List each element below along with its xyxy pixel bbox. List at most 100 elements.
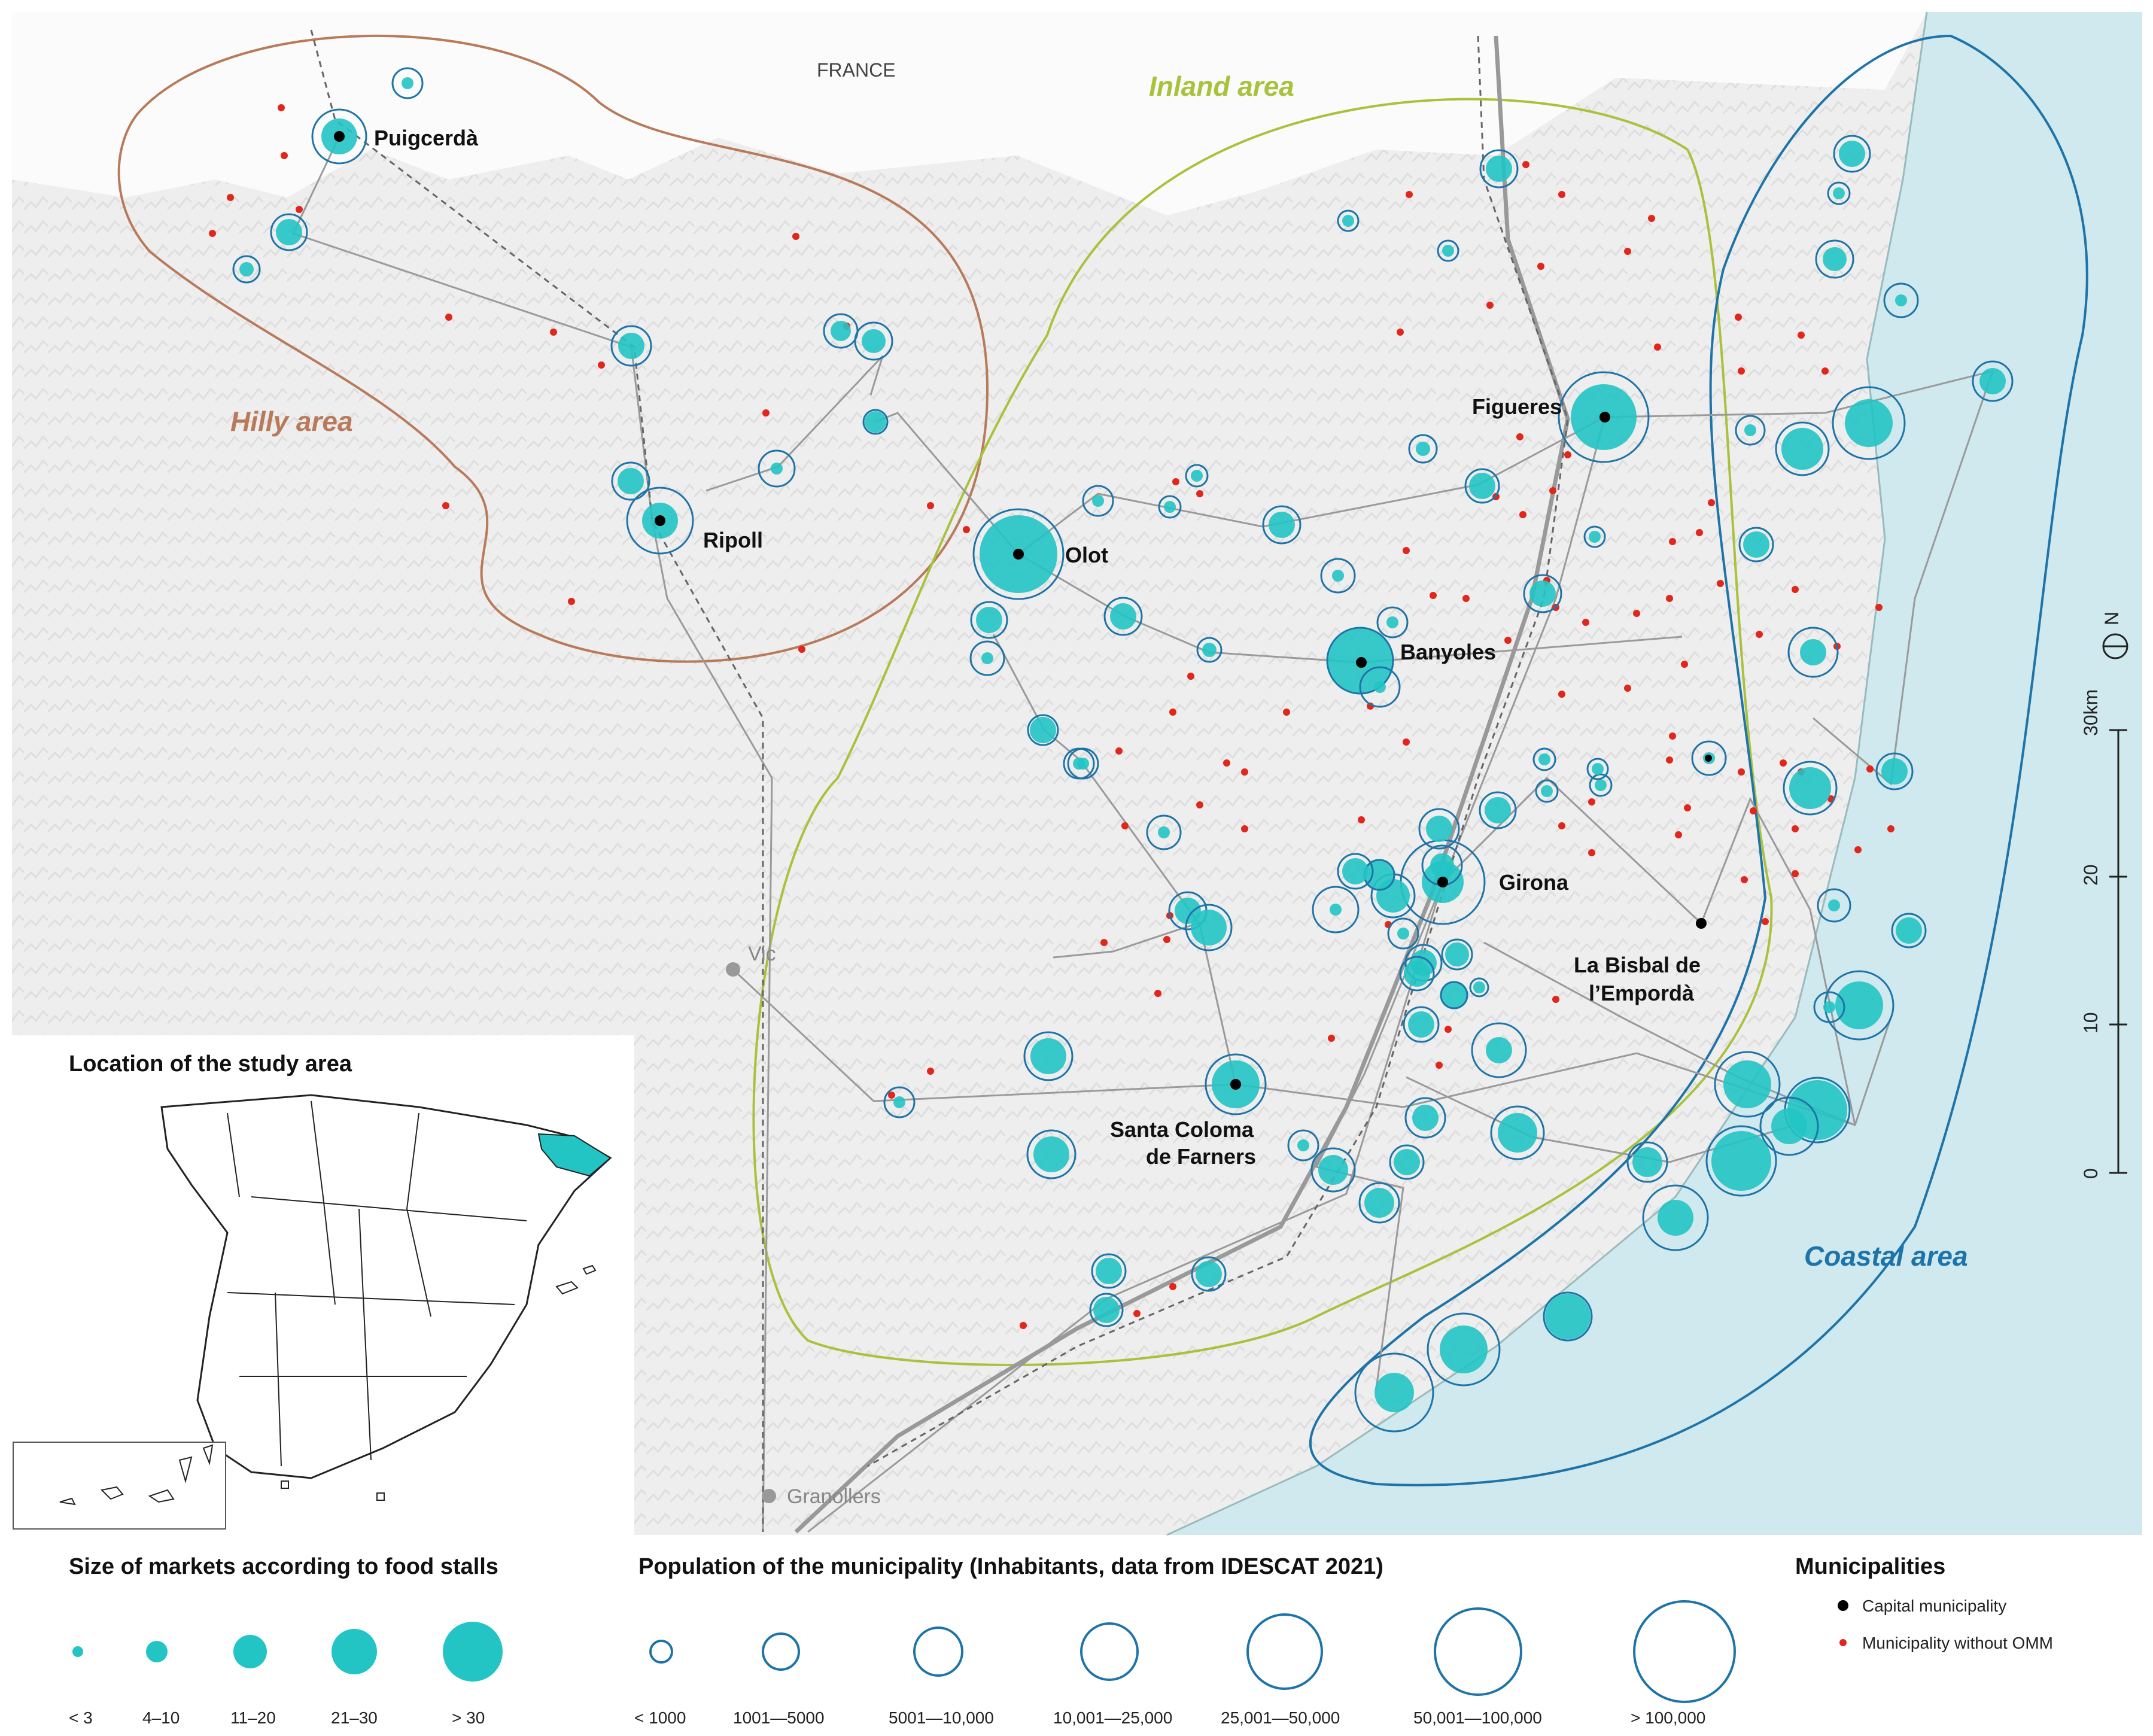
capital-dot-la-bisbal	[1696, 918, 1707, 929]
population-ring-94	[1091, 1253, 1127, 1289]
market-fill-40	[1781, 428, 1823, 470]
population-ring-85	[1418, 808, 1460, 850]
city-label-santa-coloma-2: de Farners	[1146, 1144, 1256, 1169]
no-omm-dot-19	[1648, 215, 1655, 222]
population-ring-8	[611, 461, 650, 501]
population-ring-18	[969, 640, 1005, 676]
no-omm-dot-28	[1564, 451, 1571, 458]
catalonia-highlight	[537, 1133, 612, 1177]
road-6	[1442, 776, 1856, 1126]
no-omm-dot-80	[1875, 604, 1883, 611]
hilly-area-label: Hilly area	[230, 406, 353, 437]
population-ring-71	[1387, 917, 1419, 950]
legend-population-title: Population of the municipality (Inhabita…	[638, 1554, 1383, 1579]
population-ring-29	[1408, 434, 1438, 464]
no-omm-dot-51	[1552, 996, 1559, 1003]
population-ring-53	[1759, 1096, 1819, 1156]
population-ring-17	[970, 601, 1008, 639]
market-fill-63	[1473, 981, 1485, 993]
population-ring-40	[1775, 421, 1830, 476]
population-ring-62	[1440, 981, 1468, 1010]
market-fill-78	[1297, 1139, 1309, 1151]
legend-market-3: 11–20	[230, 1708, 276, 1727]
no-omm-dot-11	[442, 502, 449, 509]
no-omm-dot-31	[1519, 511, 1526, 518]
population-ring-83	[1586, 758, 1609, 780]
market-fill-21	[1110, 603, 1136, 630]
no-omm-dot-75	[1669, 538, 1676, 545]
legend-no-omm-dot	[1839, 1639, 1847, 1646]
market-fill-47	[1828, 899, 1840, 911]
no-omm-dot-27	[1516, 433, 1523, 440]
no-omm-dot-49	[1445, 1026, 1452, 1033]
no-omm-dot-15	[963, 526, 970, 533]
legend-population-rings	[649, 1600, 1736, 1703]
no-omm-dot-33	[1403, 547, 1410, 554]
population-ring-51	[1714, 1051, 1781, 1118]
population-ring-1	[311, 108, 367, 165]
city-label-la-bisbal-1: La Bisbal de	[1574, 953, 1701, 977]
market-fill-77	[1318, 1155, 1348, 1185]
no-omm-dot-48	[1328, 1035, 1335, 1042]
market-fill-41	[1744, 424, 1756, 436]
market-fill-3	[239, 262, 254, 276]
scale-tick-10: 10	[2080, 1012, 2102, 1033]
no-omm-dot-57	[1681, 661, 1688, 668]
market-fill-72	[1404, 960, 1430, 987]
population-ring-92	[1026, 1129, 1076, 1179]
population-ring-9	[758, 449, 796, 488]
market-fill-54	[1711, 1131, 1771, 1191]
legend-market-2: 4–10	[142, 1708, 180, 1727]
no-omm-dot-8	[762, 409, 770, 416]
city-label-santa-coloma-1: Santa Coloma	[1110, 1117, 1254, 1142]
no-omm-dot-25	[1654, 343, 1661, 351]
scale-label-30km: 30km	[2080, 689, 2102, 736]
market-fill-15	[1269, 512, 1295, 538]
market-fill-38	[1979, 368, 2006, 394]
market-fill-50	[1823, 1001, 1835, 1013]
legend: Size of markets according to food stalls…	[69, 1554, 2053, 1727]
capital-dot-banyoles	[1356, 657, 1367, 668]
population-ring-54	[1705, 1125, 1777, 1197]
no-omm-dot-98	[1283, 709, 1290, 716]
market-fill-94	[1096, 1258, 1122, 1284]
market-fill-95	[1093, 1297, 1120, 1323]
market-fill-90	[1073, 758, 1085, 770]
no-omm-dot-66	[1854, 846, 1862, 853]
inset-location-map: Location of the study area	[12, 1035, 634, 1535]
population-ring-59	[1490, 1105, 1545, 1160]
ceuta-marker	[281, 1480, 289, 1489]
legend-municipalities-title: Municipalities	[1795, 1554, 1945, 1579]
market-fill-42	[1743, 531, 1769, 558]
capital-dot-ripoll	[655, 515, 665, 526]
no-omm-dot-97	[1169, 709, 1176, 716]
no-omm-dot-16	[1522, 161, 1529, 168]
no-omm-dot-41	[1358, 816, 1365, 823]
population-ring-14	[1185, 464, 1209, 488]
no-omm-dot-61	[1780, 759, 1787, 767]
population-ring-84	[1532, 747, 1556, 771]
no-omm-dot-67	[1750, 807, 1757, 814]
market-fill-83	[1592, 763, 1604, 775]
capital-dot-puigcerda	[334, 131, 345, 142]
scale-tick-20: 20	[2080, 864, 2102, 886]
no-omm-dot-23	[1397, 329, 1404, 336]
no-omm-dot-38	[1504, 637, 1512, 644]
population-ring-48	[1891, 913, 1927, 948]
population-ring-23	[1326, 627, 1394, 695]
no-omm-dot-84	[1163, 936, 1170, 943]
capital-markers	[334, 131, 1712, 1090]
population-ring-75	[1389, 1144, 1425, 1180]
city-label-ripoll: Ripoll	[703, 528, 763, 552]
no-omm-dot-9	[792, 233, 799, 240]
population-ring-12	[1082, 485, 1114, 517]
market-fill-75	[1394, 1149, 1420, 1175]
no-omm-dot-5	[445, 314, 452, 321]
market-fill-30	[1469, 473, 1495, 499]
no-omm-dot-12	[568, 598, 575, 605]
market-fill-16	[1332, 570, 1344, 582]
population-ring-70	[1312, 886, 1360, 934]
granollers-marker	[762, 1489, 776, 1503]
population-ring-32	[1583, 525, 1606, 548]
